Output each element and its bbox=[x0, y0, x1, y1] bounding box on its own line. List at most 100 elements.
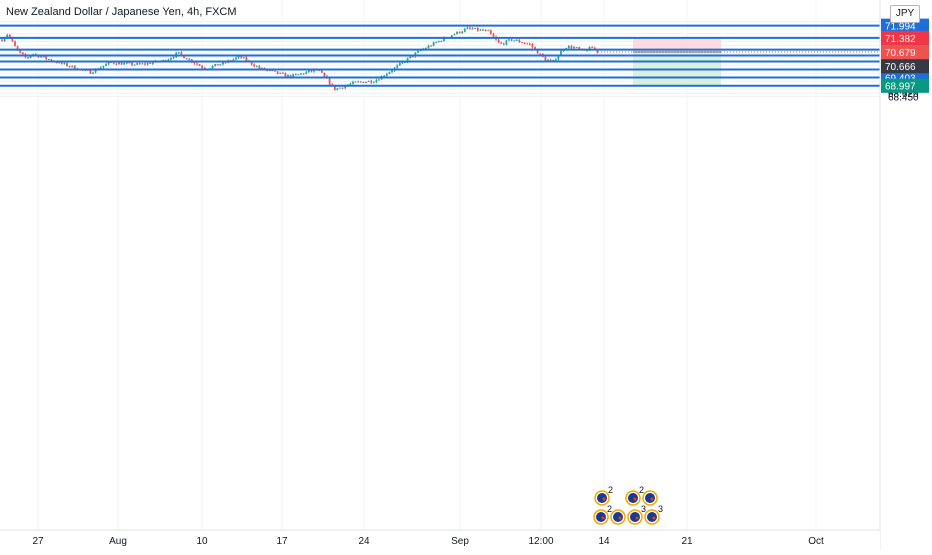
candle bbox=[89, 70, 92, 74]
candle-body bbox=[297, 74, 300, 76]
candle bbox=[411, 56, 414, 58]
candle bbox=[274, 70, 276, 72]
candle-body bbox=[383, 75, 386, 77]
candle-body bbox=[92, 72, 94, 74]
candle bbox=[466, 26, 469, 30]
candle-body bbox=[307, 70, 310, 73]
candle bbox=[328, 78, 331, 86]
candle-body bbox=[172, 57, 175, 59]
candle-body bbox=[219, 64, 222, 66]
candle-body bbox=[183, 54, 185, 59]
candle-body bbox=[492, 33, 495, 37]
candle-body bbox=[170, 58, 172, 60]
event-marker: 2 bbox=[594, 485, 613, 506]
candle-body bbox=[398, 63, 401, 66]
candle bbox=[528, 42, 531, 46]
time-tick-label: Oct bbox=[808, 536, 824, 547]
candle-body bbox=[136, 63, 139, 65]
candle bbox=[211, 65, 214, 69]
candle-body bbox=[313, 69, 315, 72]
candle-body bbox=[328, 78, 331, 85]
candle bbox=[365, 81, 367, 84]
candle bbox=[526, 42, 529, 45]
price-tick-label: 68.450 bbox=[888, 93, 919, 104]
candle-body bbox=[180, 52, 183, 55]
candle bbox=[336, 88, 339, 91]
candle bbox=[476, 26, 479, 32]
candle-body bbox=[352, 81, 354, 84]
candle-body bbox=[237, 55, 240, 58]
candle-body bbox=[354, 81, 357, 83]
candle-body bbox=[47, 59, 50, 61]
candle bbox=[497, 38, 500, 43]
flag-icon bbox=[630, 512, 640, 522]
price-tick-label: 68.620 bbox=[888, 89, 919, 100]
levels bbox=[0, 24, 880, 87]
candle-body bbox=[21, 52, 24, 55]
candle-body bbox=[250, 61, 253, 65]
candle-body bbox=[469, 27, 471, 29]
flag-icon bbox=[628, 493, 638, 503]
candle-body bbox=[500, 42, 503, 44]
candle bbox=[461, 30, 464, 34]
candle-body bbox=[570, 46, 573, 49]
candle bbox=[430, 44, 432, 47]
candle bbox=[435, 41, 438, 44]
candle bbox=[378, 78, 380, 81]
candle-body bbox=[596, 49, 599, 53]
candle bbox=[352, 80, 354, 85]
candle bbox=[354, 81, 357, 83]
candle-body bbox=[274, 70, 276, 72]
candle-body bbox=[362, 81, 365, 83]
event-count: 2 bbox=[607, 504, 612, 514]
candle-body bbox=[401, 62, 404, 64]
candle-body bbox=[258, 66, 261, 69]
time-tick-label: Aug bbox=[109, 536, 127, 547]
candle-body bbox=[214, 64, 217, 66]
candle-body bbox=[253, 64, 256, 67]
candle-body bbox=[216, 64, 219, 66]
candle-body bbox=[73, 65, 76, 70]
grid bbox=[0, 0, 880, 530]
candle bbox=[487, 29, 490, 32]
candle bbox=[105, 62, 107, 66]
candle-body bbox=[424, 48, 427, 50]
candle bbox=[375, 78, 378, 84]
flag-icon-star bbox=[602, 497, 606, 501]
candle-body bbox=[19, 49, 22, 53]
candle-body bbox=[536, 49, 539, 54]
candle-body bbox=[201, 65, 204, 69]
candle-body bbox=[105, 64, 107, 66]
candle-body bbox=[391, 70, 393, 73]
event-marker: 3 bbox=[644, 504, 663, 525]
candle bbox=[552, 59, 555, 61]
candle-body bbox=[151, 62, 154, 64]
candle-body bbox=[27, 57, 29, 59]
candle-body bbox=[115, 63, 118, 65]
candle-body bbox=[411, 56, 414, 58]
price-axis: 71.80071.60071.40071.20071.00070.80070.6… bbox=[879, 0, 932, 550]
candle bbox=[281, 71, 284, 74]
candle-body bbox=[370, 80, 373, 83]
candle-body bbox=[279, 72, 282, 74]
candle bbox=[242, 56, 245, 59]
candle-body bbox=[320, 69, 323, 73]
candle-body bbox=[557, 55, 560, 60]
event-count: 2 bbox=[608, 485, 613, 495]
flag-icon-star bbox=[633, 497, 637, 501]
candle-body bbox=[367, 80, 370, 82]
candle-body bbox=[526, 43, 529, 45]
candle bbox=[575, 46, 578, 49]
candle-body bbox=[302, 73, 305, 75]
candle bbox=[294, 73, 297, 76]
candle-body bbox=[8, 34, 11, 37]
candle-body bbox=[505, 40, 508, 45]
candle-body bbox=[388, 72, 391, 74]
currency-selector[interactable]: JPY bbox=[890, 5, 920, 23]
event-count: 3 bbox=[641, 504, 646, 514]
event-markers: 2 2 2 3 3 bbox=[593, 485, 663, 525]
candle bbox=[185, 58, 188, 60]
candle bbox=[482, 28, 484, 31]
